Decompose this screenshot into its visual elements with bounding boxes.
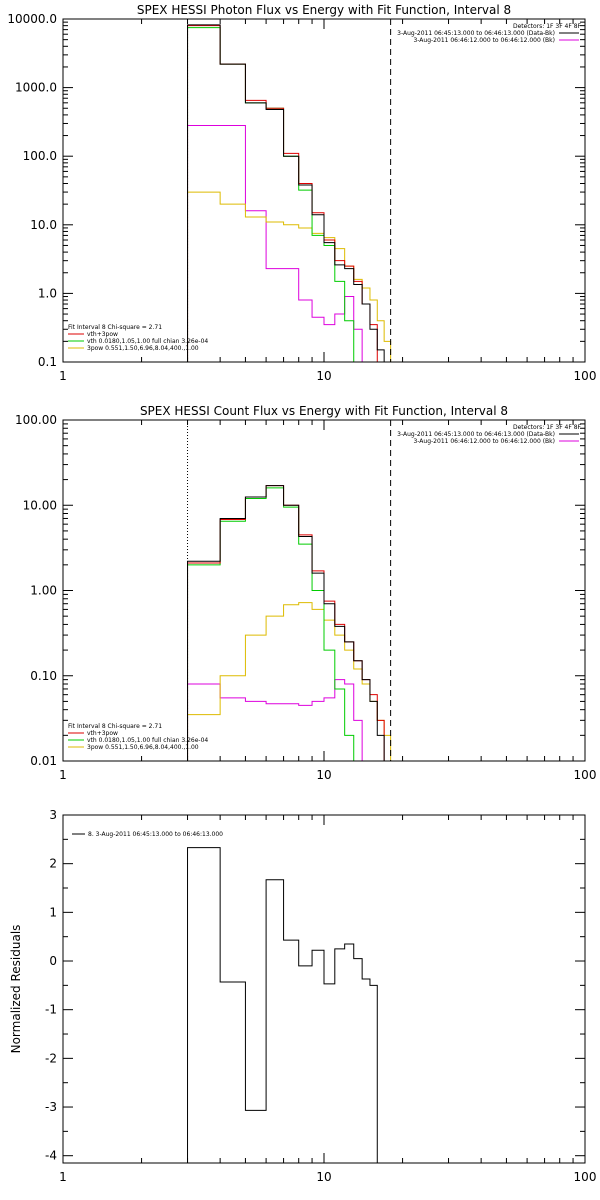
legend: 8. 3-Aug-2011 06:45:13.000 to 06:46:13.0… xyxy=(72,831,223,838)
y-tick-label: 0.1 xyxy=(38,355,57,369)
legend-entry: 8. 3-Aug-2011 06:45:13.000 to 06:46:13.0… xyxy=(88,831,223,838)
plot-frame xyxy=(62,814,586,1164)
y-tick-label: 10000.0 xyxy=(7,12,57,26)
x-tick-label: 100 xyxy=(574,768,597,782)
y-axis-label: Normalized Residuals xyxy=(9,925,23,1054)
y-tick-label: -2 xyxy=(45,1051,57,1065)
x-tick-label: 1 xyxy=(59,768,67,782)
y-tick-label: 1.0 xyxy=(38,286,57,300)
y-tick-label: 100.00 xyxy=(15,413,57,427)
y-tick-label: -3 xyxy=(45,1100,57,1114)
y-axis: 0.1 1.0 10.0 100.0 1000.0 10000.0 xyxy=(7,12,585,369)
data-series xyxy=(187,485,404,761)
legend-entry: Detectors: 1F 3F 4F 8F xyxy=(513,23,582,30)
y-axis: -4 -3 -2 -1 0 1 2 3 xyxy=(45,808,585,1163)
legend-bottom-left: Fit Interval 8 Chi-square = 2.71vth+3pow… xyxy=(68,723,208,751)
chart-title: SPEX HESSI Photon Flux vs Energy with Fi… xyxy=(137,3,511,17)
series-green xyxy=(187,487,363,761)
y-axis: 0.01 0.10 1.00 10.00 100.00 xyxy=(15,413,585,768)
y-tick-label: 2 xyxy=(49,857,57,871)
legend-entry: Detectors: 1F 3F 4F 8F xyxy=(513,424,582,431)
y-tick-label: 0.01 xyxy=(30,754,57,768)
y-tick-label: 100.0 xyxy=(23,149,57,163)
y-tick-label: -1 xyxy=(45,1003,57,1017)
x-tick-label: 100 xyxy=(574,1170,597,1184)
y-tick-label: 0 xyxy=(49,954,57,968)
x-axis: 1 10 100 xyxy=(59,420,596,782)
legend-header: Fit Interval 8 Chi-square = 2.71 xyxy=(68,723,162,730)
legend-entry: 3pow 0.551,1.50,6.96,8.04,400.,1.00 xyxy=(87,744,199,751)
chart-panel-3: Normalized Residuals 1 10 100 -4 -3 -2 -1 0 1 2 3 8.… xyxy=(9,808,596,1184)
legend-top-right: Detectors: 1F 3F 4F 8F3-Aug-2011 06:45:1… xyxy=(397,424,581,445)
series-data xyxy=(187,847,378,1163)
series-yellow xyxy=(187,191,404,362)
y-tick-label: 0.10 xyxy=(30,669,57,683)
series-red xyxy=(187,25,378,362)
x-axis: 1 10 100 xyxy=(59,19,596,383)
legend-top-right: Detectors: 1F 3F 4F 8F3-Aug-2011 06:45:1… xyxy=(397,23,581,44)
y-tick-label: 3 xyxy=(49,808,57,822)
x-tick-label: 10 xyxy=(316,369,331,383)
chart-panel-2: SPEX HESSI Count Flux vs Energy with Fit… xyxy=(15,404,596,782)
x-tick-label: 1 xyxy=(59,1170,67,1184)
legend-entry: 3pow 0.551,1.50,6.96,8.04,400.,1.00 xyxy=(87,345,199,352)
series-total xyxy=(187,485,385,761)
series-green xyxy=(187,27,363,362)
legend-entry: 3-Aug-2011 06:46:12.000 to 06:46:12.000 … xyxy=(413,37,555,44)
series-yellow xyxy=(187,602,404,761)
series-total xyxy=(187,24,385,362)
y-tick-label: 1000.0 xyxy=(15,81,57,95)
data-series xyxy=(187,847,378,1163)
legend-entry: vth 0.0180,1.05,1.00 full chian 3.26e-04 xyxy=(87,338,208,345)
y-tick-label: -4 xyxy=(45,1149,57,1163)
series-magenta xyxy=(187,125,363,362)
chart-title: SPEX HESSI Count Flux vs Energy with Fit… xyxy=(140,404,508,418)
legend-entry: 3-Aug-2011 06:46:12.000 to 06:46:12.000 … xyxy=(413,438,555,445)
legend-entry: vth+3pow xyxy=(87,730,118,737)
legend-entry: vth+3pow xyxy=(87,331,118,338)
x-tick-label: 10 xyxy=(316,1170,331,1184)
chart-panel-1: SPEX HESSI Photon Flux vs Energy with Fi… xyxy=(7,3,596,383)
y-tick-label: 1.00 xyxy=(30,584,57,598)
x-tick-label: 100 xyxy=(574,369,597,383)
legend-header: Fit Interval 8 Chi-square = 2.71 xyxy=(68,324,162,331)
x-tick-label: 1 xyxy=(59,369,67,383)
legend-entry: 3-Aug-2011 06:45:13.000 to 06:46:13.000 … xyxy=(397,30,555,37)
legend-bottom-left: Fit Interval 8 Chi-square = 2.71vth+3pow… xyxy=(68,324,208,352)
data-series xyxy=(187,24,404,362)
y-tick-label: 10.0 xyxy=(30,218,57,232)
legend-entry: vth 0.0180,1.05,1.00 full chian 3.26e-04 xyxy=(87,737,208,744)
series-magenta xyxy=(187,679,363,761)
x-tick-label: 10 xyxy=(316,768,331,782)
plot-frame xyxy=(62,18,586,363)
series-red xyxy=(187,485,385,761)
y-tick-label: 1 xyxy=(49,905,57,919)
y-tick-label: 10.00 xyxy=(23,498,57,512)
legend-entry: 3-Aug-2011 06:45:13.000 to 06:46:13.000 … xyxy=(397,431,555,438)
x-axis: 1 10 100 xyxy=(59,815,596,1184)
